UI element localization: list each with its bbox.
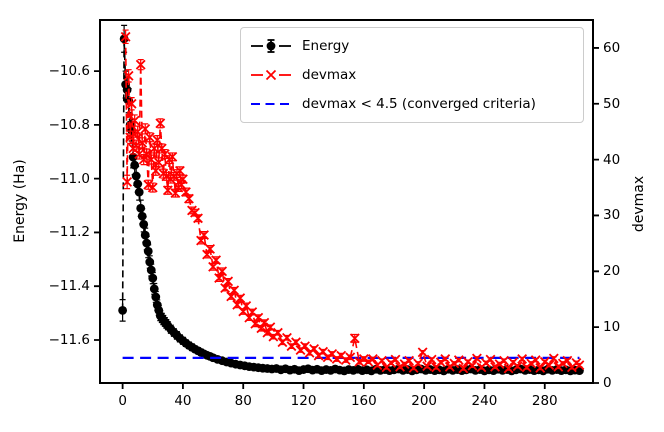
y-left-tick-label-3: −11.2 bbox=[48, 224, 90, 241]
y-right-tick-label-30: 30 bbox=[603, 207, 621, 224]
x-tick-label-160: 160 bbox=[350, 393, 377, 409]
y-left-tick-label-4: −11.4 bbox=[48, 278, 90, 295]
x-tick-label-40: 40 bbox=[174, 393, 192, 409]
x-tick-label-280: 280 bbox=[531, 393, 558, 409]
legend-label-devmax: devmax bbox=[302, 67, 357, 83]
y-right-tick-label-40: 40 bbox=[603, 151, 621, 168]
y-left-tick-label-5: −11.6 bbox=[48, 331, 90, 348]
x-tick-label-80: 80 bbox=[234, 393, 252, 409]
legend: Energy devmax devmax < 4.5 (converged cr… bbox=[240, 27, 584, 123]
legend-item-energy: Energy bbox=[250, 35, 573, 57]
y-left-tick-label-2: −11.0 bbox=[48, 170, 90, 187]
x-tick-label-120: 120 bbox=[290, 393, 317, 409]
y-axis-label-right: devmax bbox=[631, 175, 647, 233]
y-left-tick-label-0: −10.6 bbox=[48, 63, 90, 80]
y-left-tick-label-1: −10.8 bbox=[48, 116, 90, 133]
y-axis-label-left: Energy (Ha) bbox=[12, 159, 28, 243]
legend-item-devmax: devmax bbox=[250, 64, 573, 86]
legend-label-threshold: devmax < 4.5 (converged criteria) bbox=[302, 96, 536, 112]
x-tick-label-240: 240 bbox=[471, 393, 498, 409]
legend-label-energy: Energy bbox=[302, 38, 350, 54]
y-right-tick-label-60: 60 bbox=[603, 39, 621, 56]
threshold-dashed-line-icon bbox=[251, 103, 291, 105]
legend-item-threshold: devmax < 4.5 (converged criteria) bbox=[250, 93, 573, 115]
y-right-tick-label-50: 50 bbox=[603, 95, 621, 112]
y-right-tick-label-20: 20 bbox=[603, 263, 621, 280]
y-right-tick-label-10: 10 bbox=[603, 319, 621, 336]
energy-errorbar-marker-icon bbox=[251, 39, 291, 53]
y-right-tick-label-0: 0 bbox=[603, 375, 612, 391]
x-tick-label-0: 0 bbox=[118, 393, 127, 409]
x-tick-label-200: 200 bbox=[411, 393, 438, 409]
devmax-x-marker-icon bbox=[251, 69, 291, 81]
